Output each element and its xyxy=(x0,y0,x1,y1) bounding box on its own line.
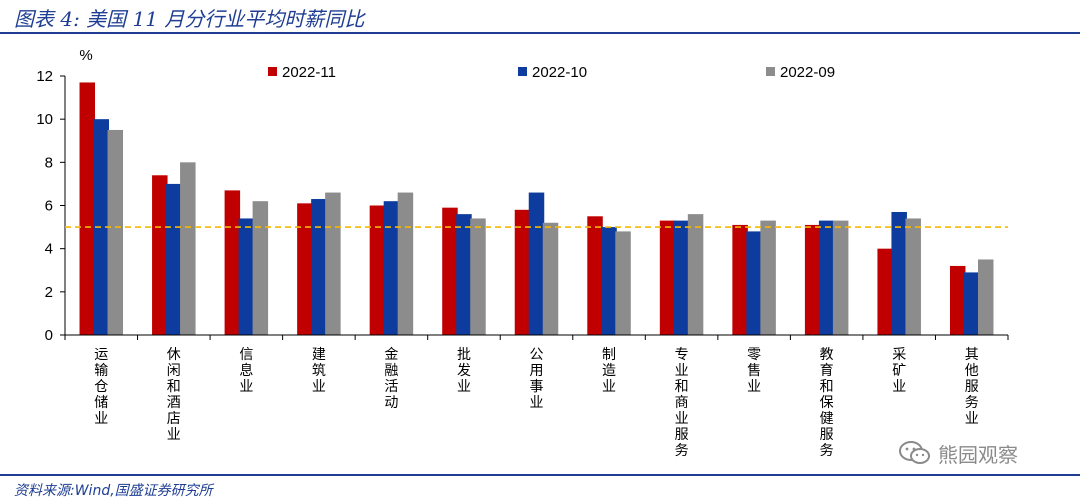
bar xyxy=(107,129,124,335)
y-tick-label: 0 xyxy=(45,327,53,344)
bar xyxy=(325,192,341,335)
y-tick-label: 10 xyxy=(36,111,53,128)
bar xyxy=(949,265,966,335)
bar xyxy=(252,201,269,335)
bar xyxy=(542,222,559,335)
y-tick-label: 4 xyxy=(45,241,53,258)
x-tick-label: 信息业 xyxy=(239,347,253,395)
y-axis-label: % xyxy=(79,47,92,64)
bar xyxy=(905,218,921,335)
y-tick-label: 2 xyxy=(45,284,53,301)
bar xyxy=(152,175,168,335)
wechat-icon xyxy=(899,441,930,464)
bar xyxy=(528,192,545,335)
x-tick-label: 专业和商业服务 xyxy=(675,347,689,459)
bar xyxy=(760,220,776,335)
bar xyxy=(673,220,690,335)
legend-swatch xyxy=(268,67,277,76)
bar xyxy=(963,272,980,335)
bar xyxy=(166,183,182,335)
x-tick-label: 采矿业 xyxy=(892,347,906,395)
bar xyxy=(659,220,676,335)
x-tick-label: 运输仓储业 xyxy=(94,347,108,427)
bar xyxy=(397,192,414,335)
x-tick-label: 教育和保健服务 xyxy=(820,347,834,459)
legend-label: 2022-10 xyxy=(532,64,587,81)
bar xyxy=(832,220,849,335)
bar-chart: 0 2 4 6 8 10 12% 运输仓储业 休闲和酒店业 信息业 建筑业 金融活动 批发业 公用事业 制造… xyxy=(36,47,1009,459)
figure-footer: 资料来源:Wind,国盛证券研究所 xyxy=(0,474,1080,502)
bar xyxy=(369,205,386,335)
bar xyxy=(238,218,255,335)
legend-label: 2022-11 xyxy=(282,64,336,81)
watermark-text: 熊园观察 xyxy=(938,442,1018,467)
bar xyxy=(601,227,617,335)
bar xyxy=(891,211,907,335)
y-tick-label: 12 xyxy=(36,68,53,85)
legend-swatch xyxy=(766,67,775,76)
x-tick-label: 金融活动 xyxy=(384,347,398,411)
y-tick-label: 8 xyxy=(45,154,53,171)
bar xyxy=(587,216,603,335)
bar xyxy=(818,220,835,335)
bar xyxy=(456,214,472,335)
x-tick-label: 其他服务业 xyxy=(965,347,979,427)
x-tick-label: 建筑业 xyxy=(312,347,326,395)
bar xyxy=(746,231,762,335)
legend-label: 2022-09 xyxy=(780,64,835,81)
y-tick-label: 6 xyxy=(45,198,53,215)
bar xyxy=(470,218,486,335)
bar xyxy=(442,207,458,335)
bar xyxy=(297,203,313,335)
bar xyxy=(687,214,704,335)
bar xyxy=(224,190,241,335)
figure-source: 资料来源:Wind,国盛证券研究所 xyxy=(14,483,213,499)
bar xyxy=(180,162,196,335)
x-tick-label: 休闲和酒店业 xyxy=(167,347,181,443)
watermark: 熊园观察 xyxy=(898,438,1018,468)
x-tick-label: 公用事业 xyxy=(530,347,544,411)
bar xyxy=(93,119,110,336)
legend-swatch xyxy=(518,67,527,76)
figure-title: 图表 4: 美国 11 月分行业平均时薪同比 xyxy=(14,7,365,31)
bar xyxy=(514,209,531,335)
x-tick-label: 批发业 xyxy=(457,347,471,395)
bar xyxy=(615,231,631,335)
bar xyxy=(877,248,893,335)
bar xyxy=(804,224,821,335)
bar xyxy=(383,201,400,335)
bar xyxy=(311,199,327,335)
bar xyxy=(732,224,748,335)
figure-header: 图表 4: 美国 11 月分行业平均时薪同比 xyxy=(0,0,1080,34)
bar xyxy=(79,82,96,335)
x-tick-label: 制造业 xyxy=(602,347,616,395)
bar xyxy=(977,259,994,335)
x-tick-label: 零售业 xyxy=(747,347,761,395)
